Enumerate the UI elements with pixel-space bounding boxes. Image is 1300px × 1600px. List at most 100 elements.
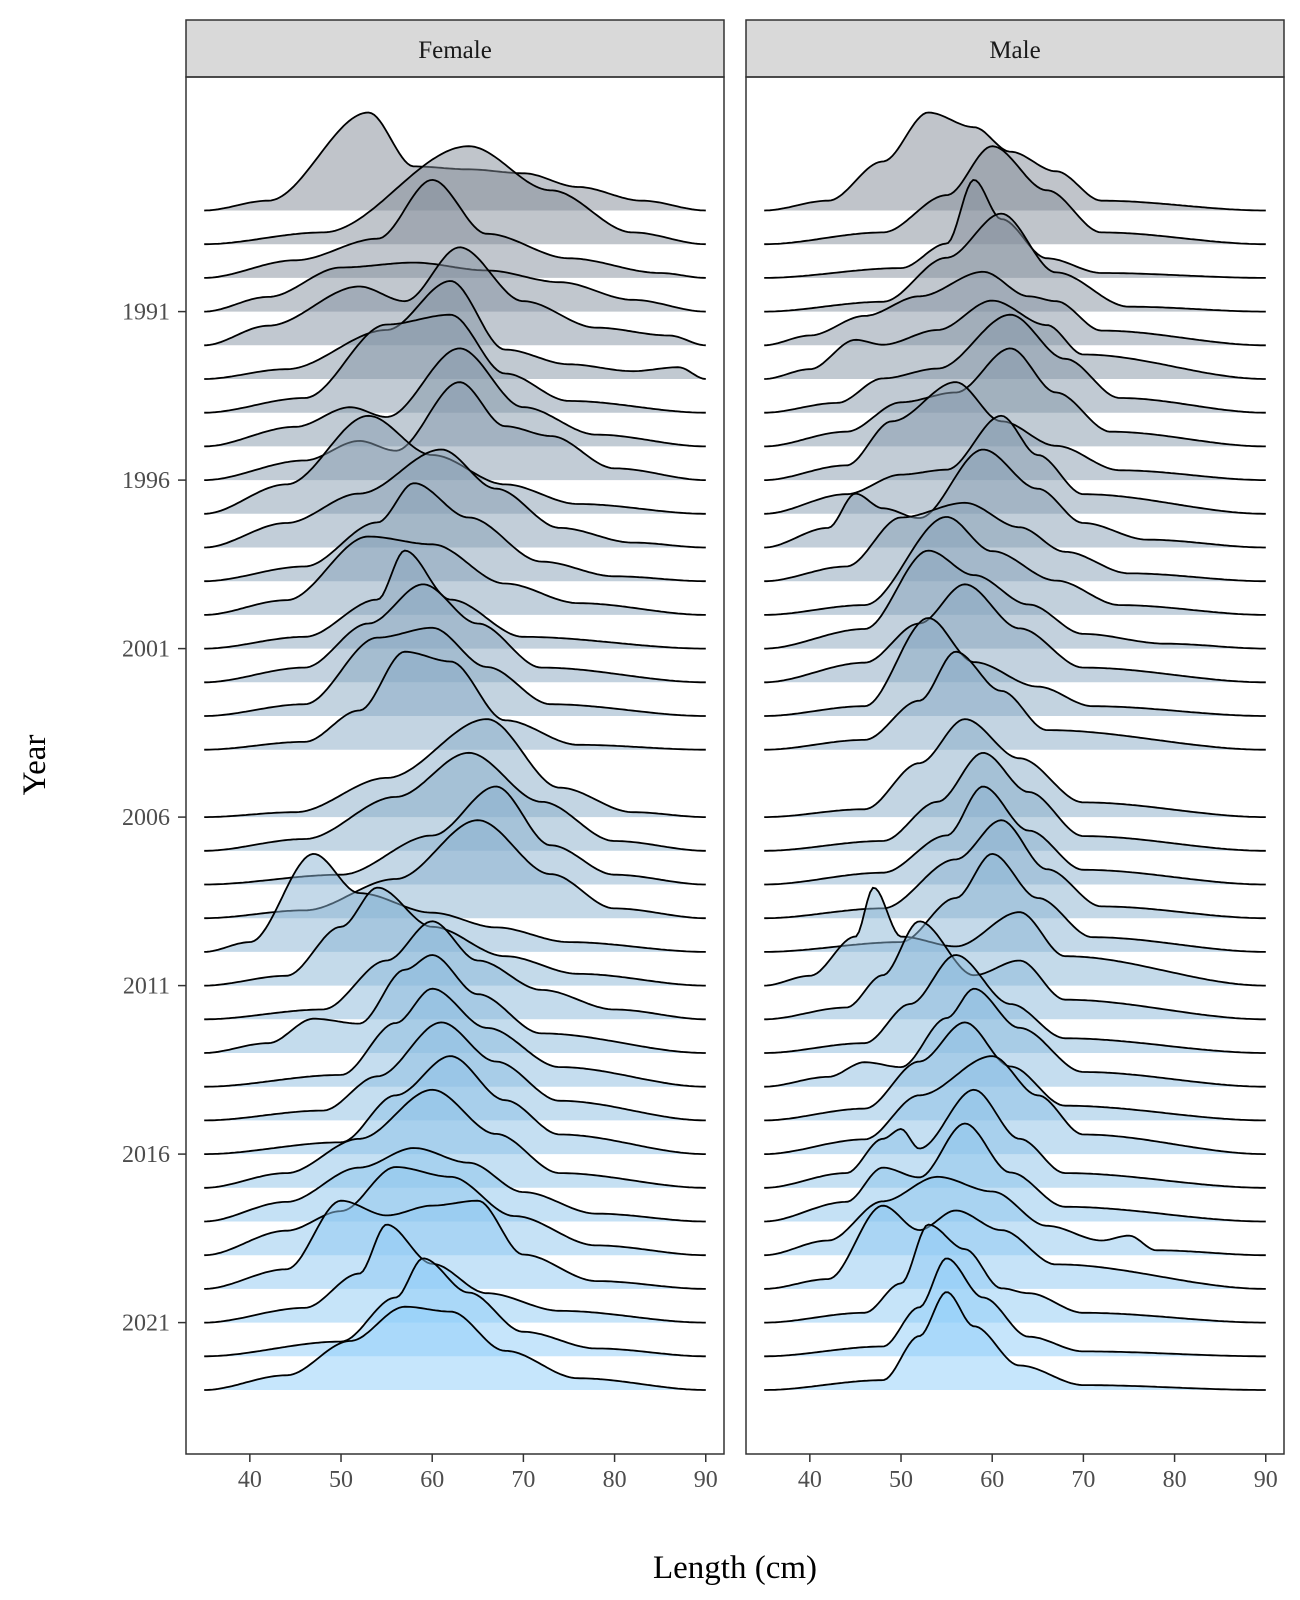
ridge-line-male-2000 (764, 516, 1266, 616)
ridge-line-male-1995 (764, 347, 1266, 448)
ridge-line-male-2009 (764, 819, 1266, 920)
ridge-line-male-1989 (764, 145, 1266, 246)
ridge-line-male-1999 (764, 501, 1266, 583)
ridge-fill-male-2023 (764, 1292, 1266, 1390)
x-axis-female: 40 50 60 70 80 90 (238, 1454, 718, 1493)
panel-border-female (185, 76, 725, 1455)
ridge-fill-male-2003 (764, 618, 1266, 716)
ridge-line-female-1995 (204, 347, 706, 448)
ridge-line-female-1996 (204, 381, 706, 481)
ridge-fill-female-2023 (204, 1306, 706, 1390)
ridge-fill-male-2020 (764, 1205, 1266, 1289)
ridge-fill-female-1988 (204, 112, 706, 211)
ridge-line-female-2021 (204, 1223, 706, 1324)
ridge-fill-female-2022 (204, 1258, 706, 1357)
ridge-line-male-1991 (764, 212, 1266, 313)
ridge-line-male-2016 (764, 1055, 1266, 1155)
y-tick-label-2001: 2001 (122, 637, 170, 663)
ridge-fill-female-2000 (204, 536, 706, 615)
ridge-line-male-1994 (764, 313, 1266, 414)
y-tick-label-2016: 2016 (122, 1142, 170, 1168)
ridge-fill-male-1989 (764, 146, 1266, 245)
ridge-line-female-2012 (204, 920, 706, 1021)
x-tick-label-female-40: 40 (238, 1467, 262, 1493)
ridge-line-female-2004 (204, 650, 706, 751)
x-tick-label-female-70: 70 (511, 1467, 535, 1493)
ridge-fill-female-2007 (204, 752, 706, 851)
ridge-fill-male-2016 (764, 1056, 1266, 1155)
ridge-line-female-2011 (204, 886, 706, 987)
x-axis-title: Length (cm) (653, 1550, 817, 1586)
ridge-line-male-2015 (764, 1021, 1266, 1122)
ridge-line-female-1993 (204, 280, 706, 380)
ridge-line-female-2020 (204, 1199, 706, 1290)
ridge-fill-male-2000 (764, 517, 1266, 615)
y-tick-label-1991: 1991 (122, 300, 170, 326)
ridge-fill-female-2020 (204, 1200, 706, 1289)
ridge-fill-male-1999 (764, 502, 1266, 582)
ridge-line-female-2013 (204, 954, 706, 1054)
panel-male: Male 40 50 60 70 80 90 (745, 19, 1285, 1493)
x-tick-label-female-60: 60 (420, 1467, 444, 1493)
x-tick-label-male-70: 70 (1071, 1467, 1095, 1493)
ridge-fill-female-1999 (204, 483, 706, 582)
ridge-line-female-2014 (204, 987, 706, 1088)
strip-label-male: Male (989, 37, 1040, 64)
ridge-fill-male-1991 (764, 213, 1266, 312)
ridges-male (764, 111, 1266, 1391)
ridge-line-male-2023 (764, 1291, 1266, 1391)
ridge-fill-female-2010 (204, 853, 706, 952)
y-axis-title: Year (17, 735, 53, 796)
ridge-line-female-2018 (204, 1147, 706, 1223)
panel-border-male (745, 76, 1285, 1455)
y-tick-label-2006: 2006 (122, 805, 170, 831)
ridge-fill-male-2013 (764, 955, 1266, 1053)
ridge-fill-female-2009 (204, 820, 706, 919)
ridge-line-male-2002 (764, 583, 1266, 684)
x-axis-male: 40 50 60 70 80 90 (798, 1454, 1278, 1493)
ridge-fill-male-2014 (764, 988, 1266, 1087)
ridge-line-male-2017 (764, 1088, 1266, 1189)
ridge-line-male-2004 (764, 650, 1266, 751)
x-tick-label-female-50: 50 (329, 1467, 353, 1493)
ridge-line-female-2022 (204, 1257, 706, 1358)
ridge-line-male-2012 (764, 920, 1266, 1021)
ridge-fill-male-2012 (764, 921, 1266, 1020)
ridge-line-male-1993 (764, 299, 1266, 380)
ridge-fill-male-2007 (764, 752, 1266, 851)
ridge-line-male-2018 (764, 1122, 1266, 1223)
y-axis: 1991 1996 2001 2006 2011 2016 2021 (122, 300, 186, 1337)
ridge-line-male-1992 (764, 270, 1266, 347)
ridge-line-male-2013 (764, 954, 1266, 1054)
ridge-fill-male-2015 (764, 1022, 1266, 1121)
panel-female: Female 40 50 60 70 80 90 (185, 19, 725, 1493)
ridge-line-female-2019 (204, 1166, 706, 1257)
ridge-line-male-2011 (764, 886, 1266, 987)
ridge-line-female-1992 (204, 246, 706, 347)
ridge-line-female-2023 (204, 1305, 706, 1391)
ridge-fill-female-2002 (204, 584, 706, 683)
ridge-line-male-1998 (764, 448, 1266, 549)
x-tick-label-female-90: 90 (694, 1467, 718, 1493)
ridge-line-male-2001 (764, 549, 1266, 650)
ridge-fill-female-2017 (204, 1089, 706, 1188)
ridge-line-male-2003 (764, 617, 1266, 717)
ridge-line-female-2017 (204, 1088, 706, 1189)
ridge-line-female-2003 (204, 626, 706, 717)
ridge-line-female-1999 (204, 482, 706, 583)
ridge-fill-male-2002 (764, 584, 1266, 683)
y-tick-label-2021: 2021 (122, 1311, 170, 1337)
ridge-line-female-2016 (204, 1055, 706, 1155)
x-tick-label-male-90: 90 (1254, 1467, 1278, 1493)
ridge-line-female-1998 (204, 448, 706, 549)
ridge-line-male-1988 (764, 111, 1266, 212)
ridge-fill-male-2018 (764, 1123, 1266, 1222)
ridge-line-female-2000 (204, 535, 706, 616)
y-tick-label-2011: 2011 (123, 974, 170, 1000)
ridge-fill-male-2017 (764, 1089, 1266, 1188)
x-tick-label-male-50: 50 (889, 1467, 913, 1493)
ridge-line-male-2008 (764, 785, 1266, 886)
strip-label-female: Female (418, 37, 492, 64)
strip-background-female (185, 19, 725, 78)
ridge-line-female-2006 (204, 718, 706, 818)
